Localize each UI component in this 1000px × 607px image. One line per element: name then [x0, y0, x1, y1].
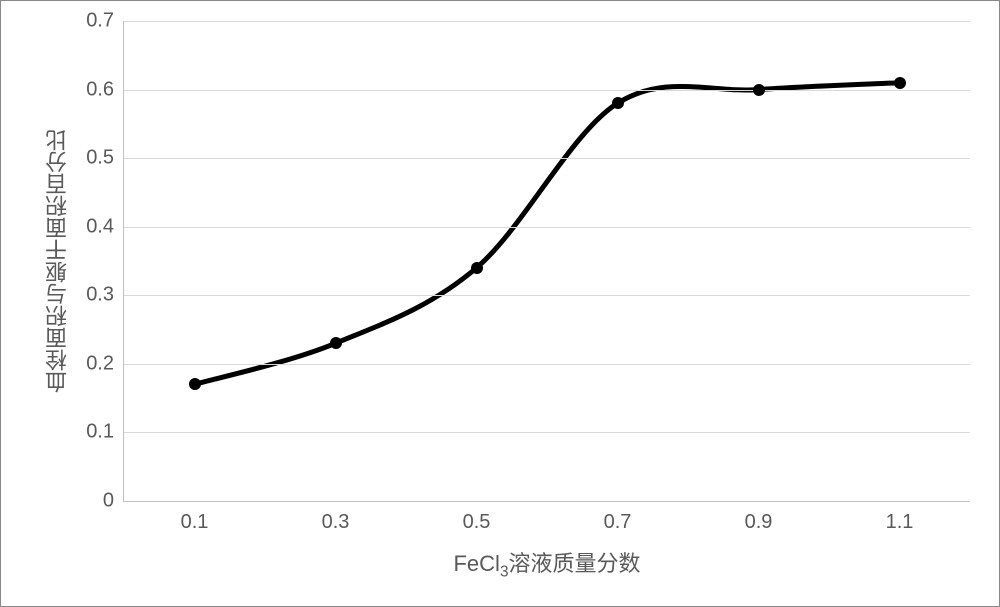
- gridline: [124, 90, 970, 91]
- plot-area: 血栓面积与躯干面积百分比 FeCl3溶液质量分数 00.10.20.30.40.…: [123, 21, 970, 502]
- data-point-marker: [471, 262, 483, 274]
- x-tick-label: 0.5: [463, 501, 491, 534]
- x-tick-label: 1.1: [886, 501, 914, 534]
- y-tick-label: 0.7: [86, 10, 124, 33]
- gridline: [124, 295, 970, 296]
- y-tick-label: 0.2: [86, 352, 124, 375]
- series-line: [195, 83, 900, 385]
- series-line-layer: [124, 21, 970, 501]
- y-tick-label: 0.6: [86, 78, 124, 101]
- gridline: [124, 158, 970, 159]
- x-tick-label: 0.3: [322, 501, 350, 534]
- y-tick-label: 0.4: [86, 215, 124, 238]
- y-tick-label: 0: [103, 490, 124, 513]
- x-tick-label: 0.1: [181, 501, 209, 534]
- data-point-marker: [189, 378, 201, 390]
- x-axis-title: FeCl3溶液质量分数: [453, 546, 640, 581]
- x-tick-label: 0.7: [604, 501, 632, 534]
- y-tick-label: 0.1: [86, 421, 124, 444]
- y-tick-label: 0.5: [86, 147, 124, 170]
- data-point-marker: [612, 97, 624, 109]
- y-axis-title: 血栓面积与躯干面积百分比: [42, 129, 74, 393]
- data-point-marker: [330, 337, 342, 349]
- chart-container: 血栓面积与躯干面积百分比 FeCl3溶液质量分数 0 0.1 0.2 0.3 0.4 0.…: [0, 0, 1000, 607]
- y-tick-label: 0.3: [86, 284, 124, 307]
- data-point-marker: [894, 77, 906, 89]
- gridline: [124, 21, 970, 22]
- gridline: [124, 432, 970, 433]
- data-point-marker: [753, 84, 765, 96]
- x-tick-label: 0.9: [745, 501, 773, 534]
- gridline: [124, 227, 970, 228]
- gridline: [124, 364, 970, 365]
